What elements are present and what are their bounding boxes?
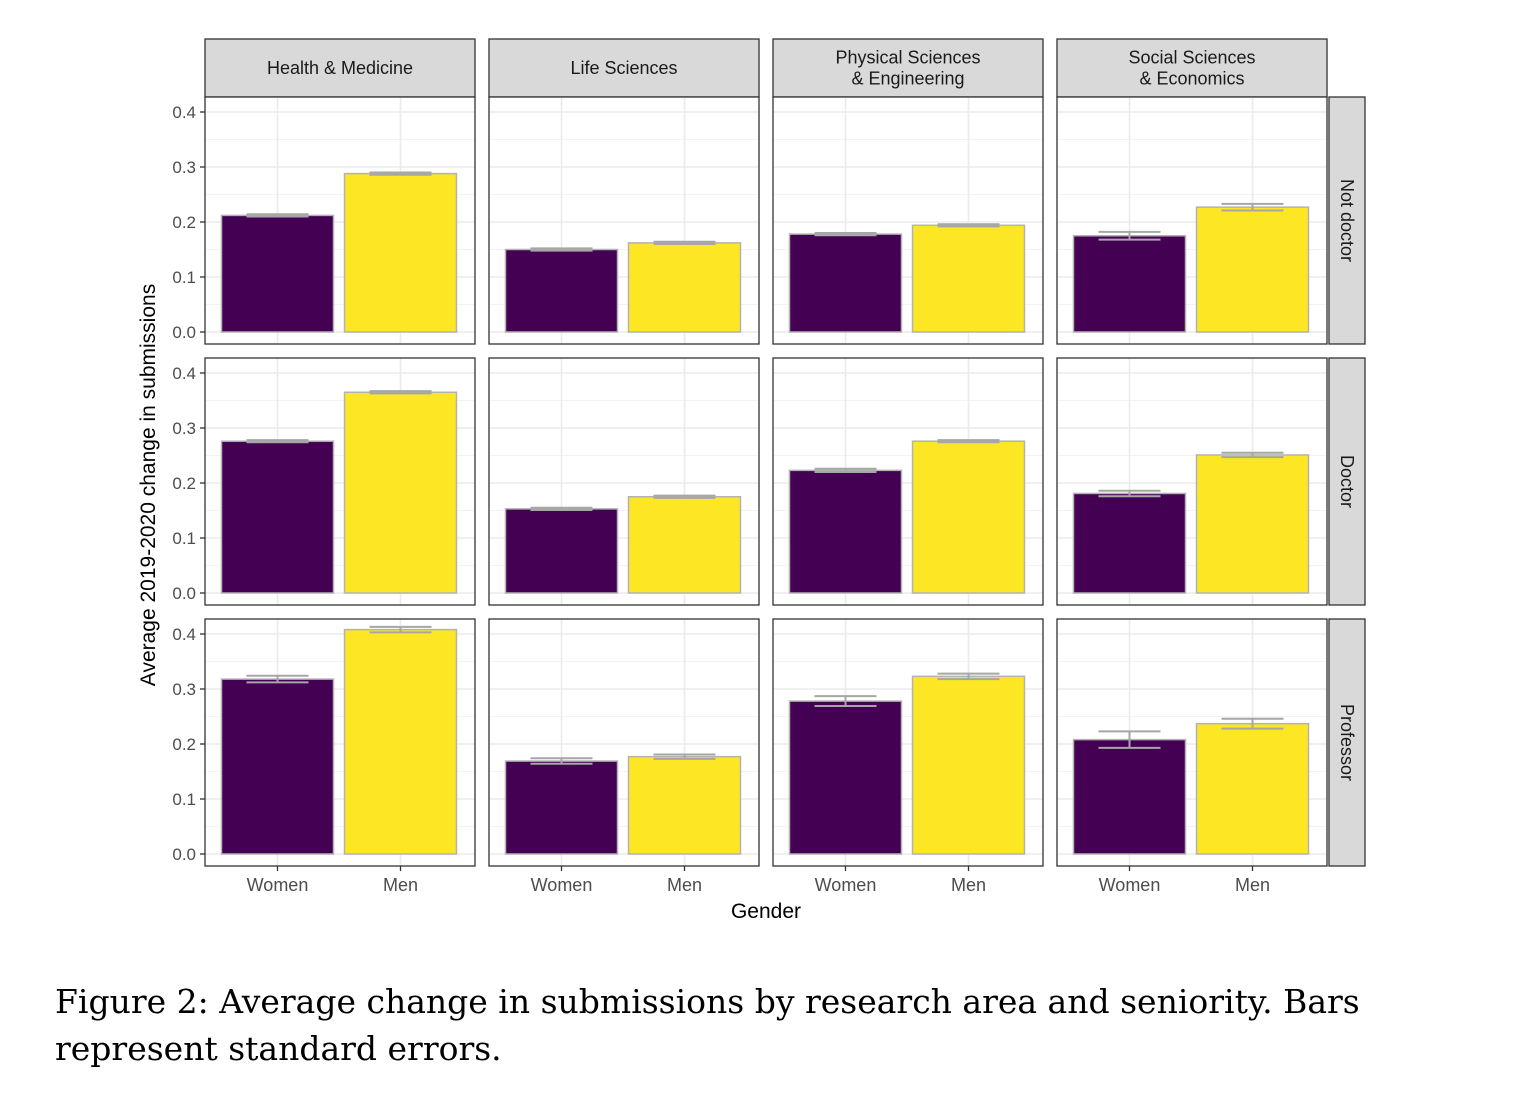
bar-women — [220, 440, 335, 594]
bar-women — [1072, 235, 1187, 333]
y-tick-label: 0.3 — [172, 680, 196, 699]
y-tick-label: 0.2 — [172, 213, 196, 232]
y-tick-label: 0.0 — [172, 584, 196, 603]
y-tick-label: 0.1 — [172, 268, 196, 287]
panel-border — [772, 618, 1044, 867]
panel-border — [1056, 96, 1328, 345]
bar-women — [1072, 492, 1187, 594]
row-strip-label: Doctor — [1337, 455, 1357, 508]
bar-women — [504, 248, 619, 333]
panel-border — [772, 96, 1044, 345]
bar-women — [220, 678, 335, 855]
y-tick-label: 0.0 — [172, 323, 196, 342]
row-strip — [1328, 357, 1366, 606]
panel-border — [488, 357, 760, 606]
panel-border — [204, 96, 476, 345]
column-strip-label: Social Sciences — [1128, 48, 1255, 68]
row-strip — [1328, 618, 1366, 867]
x-tick-label: Women — [531, 875, 593, 895]
panel-border — [488, 618, 760, 867]
x-tick-label: Women — [247, 875, 309, 895]
x-tick-label: Men — [951, 875, 986, 895]
column-strip — [1056, 38, 1328, 98]
bar-women — [788, 469, 903, 594]
column-strip-label: Health & Medicine — [267, 58, 413, 78]
x-tick-label: Women — [1099, 875, 1161, 895]
column-strip-label: & Engineering — [851, 69, 964, 89]
panel-border — [772, 357, 1044, 606]
column-strip-label: Life Sciences — [570, 58, 677, 78]
bar-women — [220, 214, 335, 333]
bar-men — [343, 628, 458, 855]
bar-men — [343, 391, 458, 594]
column-strip — [488, 38, 760, 98]
column-strip-label: & Economics — [1139, 69, 1244, 89]
y-tick-label: 0.1 — [172, 529, 196, 548]
bar-men — [911, 224, 1026, 333]
bar-women — [504, 508, 619, 594]
bar-women — [788, 700, 903, 855]
panel-border — [1056, 357, 1328, 606]
bar-men — [1195, 722, 1310, 855]
y-axis-title: Average 2019-2020 change in submissions — [137, 284, 160, 686]
x-tick-label: Men — [667, 875, 702, 895]
y-tick-label: 0.4 — [172, 364, 196, 383]
y-tick-label: 0.3 — [172, 158, 196, 177]
bar-men — [627, 496, 742, 594]
bar-men — [911, 440, 1026, 594]
x-axis-title: Gender — [731, 900, 801, 923]
panel-border — [204, 357, 476, 606]
y-tick-label: 0.2 — [172, 474, 196, 493]
y-tick-label: 0.1 — [172, 790, 196, 809]
bar-men — [1195, 454, 1310, 594]
bar-men — [1195, 206, 1310, 333]
figure-caption: Figure 2: Average change in submissions … — [55, 982, 1360, 1068]
bar-women — [1072, 738, 1187, 855]
faceted-bar-chart: Health & Medicine Life Sciences Physical S… — [137, 38, 1366, 923]
panel-border — [488, 96, 760, 345]
y-tick-label: 0.2 — [172, 735, 196, 754]
bar-men — [627, 755, 742, 855]
bar-men — [343, 172, 458, 333]
bar-women — [788, 233, 903, 333]
bar-men — [627, 242, 742, 333]
x-tick-label: Women — [815, 875, 877, 895]
y-tick-label: 0.4 — [172, 625, 196, 644]
bar-women — [504, 760, 619, 855]
panel-border — [204, 618, 476, 867]
y-tick-label: 0.3 — [172, 419, 196, 438]
y-tick-label: 0.0 — [172, 845, 196, 864]
column-strip — [772, 38, 1044, 98]
x-tick-label: Men — [1235, 875, 1270, 895]
row-strip — [1328, 96, 1366, 345]
bar-men — [911, 675, 1026, 855]
panel-border — [1056, 618, 1328, 867]
row-strip-label: Professor — [1337, 704, 1357, 781]
column-strip-label: Physical Sciences — [835, 48, 980, 68]
column-strip — [204, 38, 476, 98]
row-strip-label: Not doctor — [1337, 179, 1357, 262]
x-tick-label: Men — [383, 875, 418, 895]
y-tick-label: 0.4 — [172, 103, 196, 122]
